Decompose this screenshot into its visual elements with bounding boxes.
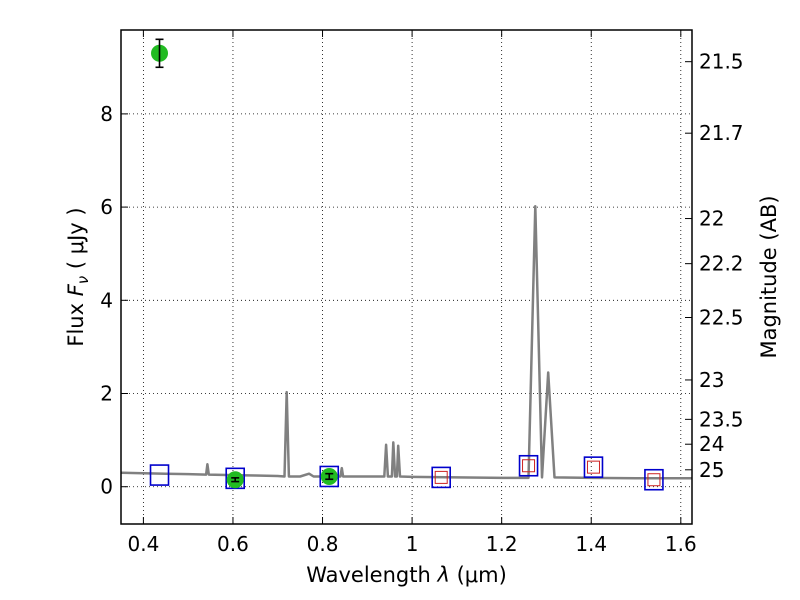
mag-tick-label: 24 <box>699 432 724 456</box>
y-axis-label: Flux Fν ( μJy ) <box>64 207 92 346</box>
y-tick-label: 4 <box>100 288 113 312</box>
model-photometry-square <box>225 467 245 490</box>
model-photometry-square <box>149 464 170 486</box>
x-tick-label: 0.4 <box>127 532 159 556</box>
mag-tick-label: 21.7 <box>699 121 744 145</box>
model-photometry-square <box>583 456 604 478</box>
plot-frame <box>120 29 693 525</box>
spectrum-line <box>120 204 692 480</box>
model-photometry-inner-square <box>647 473 661 487</box>
model-photometry-square <box>431 466 452 489</box>
mag-tick-label: 21.5 <box>699 50 744 74</box>
mag-tick-label: 23 <box>699 368 724 392</box>
y-tick-label: 6 <box>100 195 113 219</box>
x-tick-label: 1 <box>406 532 419 556</box>
model-photometry-square <box>644 468 664 491</box>
x-tick-label: 0.6 <box>217 532 249 556</box>
model-photometry-square <box>518 454 539 477</box>
model-photometry-inner-square <box>522 459 536 473</box>
mag-tick-label: 22.5 <box>699 306 744 330</box>
mag-tick-label: 23.5 <box>699 407 744 431</box>
y-tick-label: 2 <box>100 382 113 406</box>
x-tick-label: 0.8 <box>307 532 339 556</box>
model-photometry-inner-square <box>434 470 448 484</box>
x-tick-label: 1.2 <box>486 532 518 556</box>
mag-tick-label: 22.2 <box>699 252 744 276</box>
x-tick-label: 1.4 <box>575 532 607 556</box>
photometry-markers <box>149 38 664 491</box>
mag-tick-label: 25 <box>699 458 724 482</box>
y-tick-label: 0 <box>100 475 113 499</box>
model-photometry-inner-square <box>586 460 600 474</box>
magnitude-axis-label: Magnitude (AB) <box>757 195 781 358</box>
mag-tick-label: 22 <box>699 207 724 231</box>
x-axis-label: Wavelength λ (μm) <box>306 563 507 587</box>
x-tick-label: 1.6 <box>665 532 697 556</box>
axis-ticks <box>121 30 692 524</box>
model-photometry-square <box>319 465 340 488</box>
model-spectrum <box>120 204 692 480</box>
grid-lines <box>121 30 692 524</box>
y-tick-label: 8 <box>100 102 113 126</box>
axis-labels: 0.4 0.6 0.8 1 1.2 1.4 1.60246821.521.72222.222… <box>64 50 781 587</box>
